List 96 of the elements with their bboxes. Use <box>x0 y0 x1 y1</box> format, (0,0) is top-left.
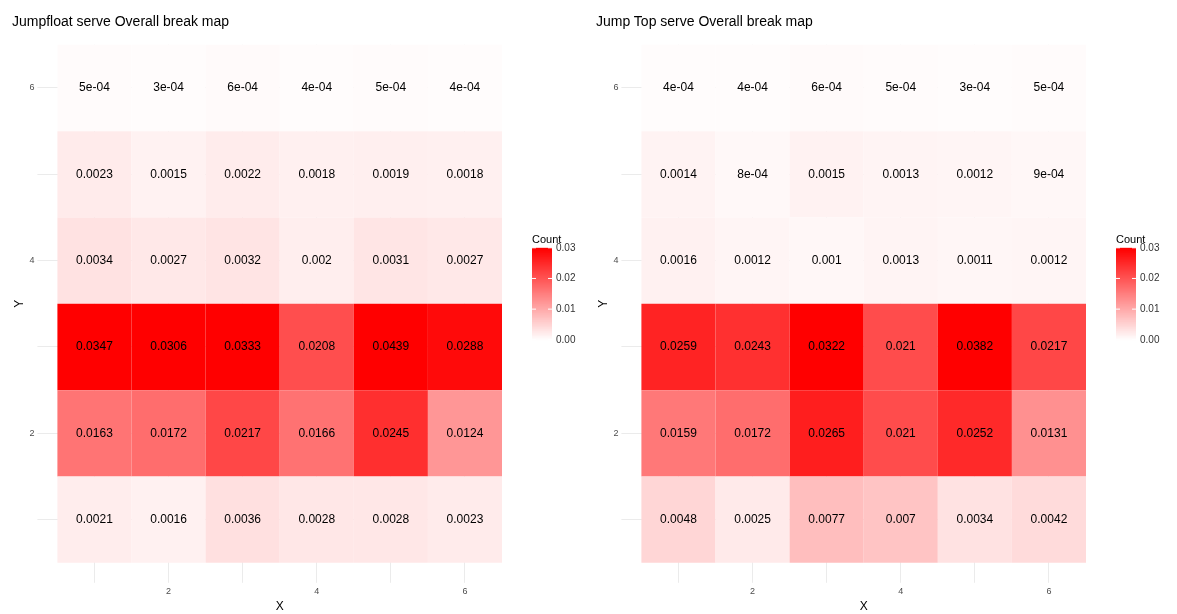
data-label: 0.0013 <box>882 166 920 181</box>
data-label: 0.0016 <box>150 511 188 526</box>
data-label: 0.0259 <box>660 339 698 354</box>
data-label: 0.0048 <box>660 511 698 526</box>
data-label: 0.0124 <box>446 425 484 440</box>
color-bar-label: 0.02 <box>556 272 576 284</box>
data-label: 0.0034 <box>76 252 114 267</box>
data-label: 0.0034 <box>956 511 994 526</box>
data-label: 0.0019 <box>372 166 410 181</box>
data-label: 0.0306 <box>150 339 188 354</box>
color-bar-label: 0.00 <box>1140 333 1160 345</box>
data-label: 8e-04 <box>737 166 769 181</box>
data-label: 0.0245 <box>372 425 410 440</box>
data-label: 0.0028 <box>298 511 336 526</box>
x-tick-label: 4 <box>314 585 320 596</box>
data-label: 0.0159 <box>660 425 698 440</box>
data-label: 0.0011 <box>956 252 994 267</box>
x-tick-label: 4 <box>898 585 904 596</box>
color-bar-label: 0.00 <box>556 333 576 345</box>
data-label: 0.0018 <box>446 166 484 181</box>
data-label: 0.0243 <box>734 339 772 354</box>
data-label: 0.0031 <box>372 252 410 267</box>
data-label: 0.0042 <box>1030 511 1068 526</box>
data-label: 0.0012 <box>734 252 772 267</box>
data-label: 0.0252 <box>956 425 994 440</box>
data-label: 0.0077 <box>808 511 846 526</box>
data-label: 5e-04 <box>79 80 111 95</box>
data-label: 0.002 <box>301 252 333 267</box>
data-label: 9e-04 <box>1033 166 1065 181</box>
data-label: 0.0023 <box>76 166 114 181</box>
data-label: 5e-04 <box>885 80 917 95</box>
data-label: 0.021 <box>885 339 917 354</box>
x-axis-title: X <box>859 599 868 614</box>
data-label: 0.0015 <box>808 166 846 181</box>
data-label: 4e-04 <box>663 80 695 95</box>
data-label: 0.007 <box>885 511 917 526</box>
data-label: 0.001 <box>811 252 842 267</box>
data-label: 5e-04 <box>375 80 407 95</box>
data-label: 0.0163 <box>76 425 114 440</box>
color-bar-label: 0.01 <box>1140 302 1160 314</box>
data-label: 5e-04 <box>1033 80 1065 95</box>
data-label: 0.0288 <box>446 339 484 354</box>
y-axis-title: Y <box>11 299 26 308</box>
data-label: 0.0172 <box>150 425 188 440</box>
color-bar-label: 0.02 <box>1140 272 1160 284</box>
y-tick-label: 6 <box>613 82 619 93</box>
chart-title: Jumpfloat serve Overall break map <box>12 13 230 30</box>
data-label: 0.0166 <box>298 425 336 440</box>
data-label: 6e-04 <box>811 80 843 95</box>
data-label: 3e-04 <box>153 80 185 95</box>
data-label: 0.0036 <box>224 511 262 526</box>
data-label: 0.0012 <box>1030 252 1068 267</box>
y-tick-label: 6 <box>29 82 35 93</box>
color-bar-label: 0.01 <box>556 302 576 314</box>
data-label: 0.0015 <box>150 166 188 181</box>
data-label: 0.0131 <box>1030 425 1068 440</box>
data-label: 0.0022 <box>224 166 262 181</box>
y-axis-title: Y <box>595 299 610 308</box>
x-tick-label: 6 <box>1046 585 1052 596</box>
data-label: 0.0018 <box>298 166 336 181</box>
x-axis-title: X <box>275 599 284 614</box>
data-label: 0.0025 <box>734 511 772 526</box>
data-label: 0.0265 <box>808 425 846 440</box>
data-label: 0.0208 <box>298 339 336 354</box>
data-label: 0.0023 <box>446 511 484 526</box>
data-label: 0.0013 <box>882 252 920 267</box>
data-label: 0.0217 <box>1030 339 1068 354</box>
data-label: 0.0172 <box>734 425 772 440</box>
x-tick-label: 2 <box>166 585 172 596</box>
data-label: 4e-04 <box>301 80 333 95</box>
data-label: 0.0028 <box>372 511 410 526</box>
y-tick-label: 2 <box>29 427 35 438</box>
data-label: 4e-04 <box>449 80 481 95</box>
data-label: 4e-04 <box>737 80 769 95</box>
data-label: 0.0382 <box>956 339 994 354</box>
data-label: 0.0014 <box>660 166 698 181</box>
data-label: 0.0333 <box>224 339 262 354</box>
data-label: 0.0021 <box>76 511 114 526</box>
data-label: 6e-04 <box>227 80 259 95</box>
data-label: 0.0347 <box>76 339 114 354</box>
data-label: 0.0012 <box>956 166 994 181</box>
data-label: 0.0322 <box>808 339 846 354</box>
y-tick-label: 4 <box>613 255 619 266</box>
data-label: 0.0016 <box>660 252 698 267</box>
data-label: 3e-04 <box>959 80 991 95</box>
data-label: 0.0032 <box>224 252 262 267</box>
data-label: 0.021 <box>885 425 917 440</box>
data-label: 0.0439 <box>372 339 410 354</box>
data-label: 0.0217 <box>224 425 262 440</box>
y-tick-label: 2 <box>613 427 619 438</box>
data-label: 0.0027 <box>150 252 188 267</box>
data-label: 0.0027 <box>446 252 484 267</box>
x-tick-label: 2 <box>750 585 756 596</box>
chart-title: Jump Top serve Overall break map <box>596 13 814 30</box>
x-tick-label: 6 <box>462 585 468 596</box>
y-tick-label: 4 <box>29 255 35 266</box>
